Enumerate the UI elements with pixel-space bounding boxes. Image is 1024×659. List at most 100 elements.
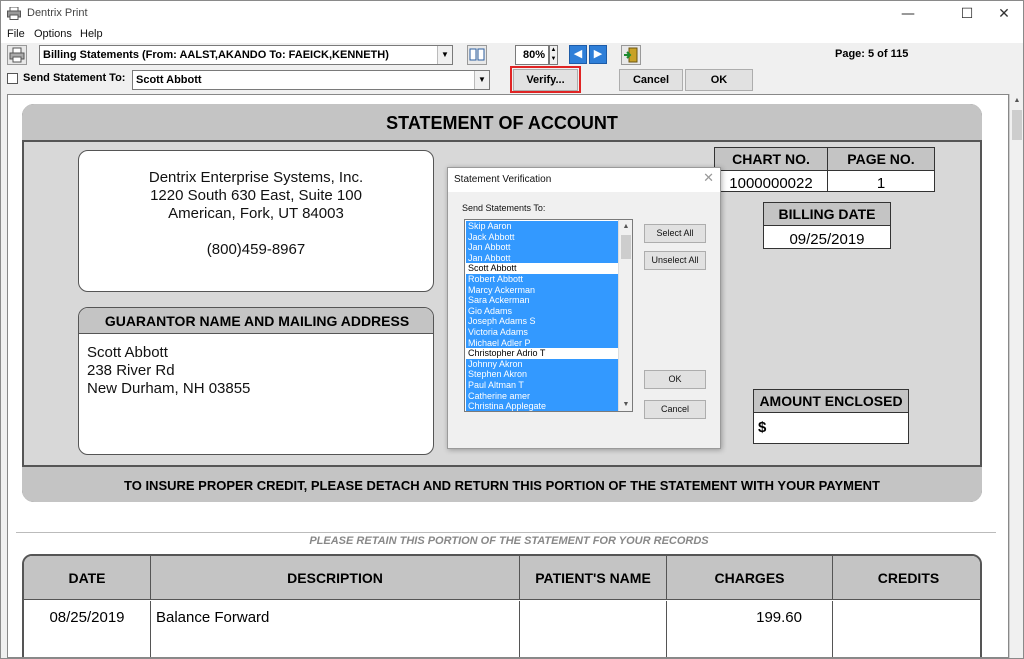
- guarantor-name: Scott Abbott: [87, 344, 168, 361]
- previous-page-button[interactable]: ◀: [569, 45, 587, 64]
- company-city: American, Fork, UT 84003: [168, 205, 344, 222]
- exit-button[interactable]: [621, 45, 641, 65]
- view-pages-button[interactable]: [467, 45, 487, 65]
- next-page-button[interactable]: ▶: [589, 45, 607, 64]
- select-all-button[interactable]: Select All: [644, 224, 706, 243]
- send-statement-select[interactable]: Scott Abbott ▼: [132, 70, 490, 90]
- recipient-list-item[interactable]: Marcy Ackerman: [466, 284, 618, 296]
- verify-highlight: [510, 66, 581, 93]
- company-name: Dentrix Enterprise Systems, Inc.: [148, 169, 364, 186]
- recipient-list-item[interactable]: Paul Altman T: [466, 380, 618, 391]
- detach-notice: TO INSURE PROPER CREDIT, PLEASE DETACH A…: [22, 465, 982, 502]
- exit-door-icon: [624, 47, 638, 63]
- amount-enclosed-value: $: [753, 412, 909, 444]
- chevron-down-icon[interactable]: ▼: [474, 71, 489, 89]
- report-select-value: Billing Statements (From: AALST,AKANDO T…: [43, 49, 389, 61]
- statement-title: STATEMENT OF ACCOUNT: [22, 104, 982, 142]
- company-street: 1220 South 630 East, Suite 100: [150, 187, 362, 204]
- row-description: Balance Forward: [151, 601, 520, 657]
- guarantor-city: New Durham, NH 03855: [87, 380, 251, 397]
- send-statement-label: Send Statement To:: [23, 72, 126, 84]
- billing-date-value: 09/25/2019: [763, 225, 891, 249]
- cancel-button[interactable]: Cancel: [619, 69, 683, 91]
- separator-line: [16, 532, 996, 533]
- verify-button[interactable]: Verify...: [513, 69, 578, 91]
- printer-icon: [9, 47, 25, 63]
- recipient-list-item[interactable]: Victoria Adams: [466, 327, 618, 338]
- col-description: DESCRIPTION: [151, 556, 520, 600]
- zoom-field[interactable]: 80%: [515, 45, 549, 65]
- close-icon[interactable]: ✕: [703, 171, 714, 186]
- guarantor-address: Scott Abbott 238 River Rd New Durham, NH…: [87, 344, 250, 398]
- unselect-all-button[interactable]: Unselect All: [644, 251, 706, 270]
- recipient-list-item[interactable]: Catherine amer: [466, 390, 618, 402]
- recipient-list-item[interactable]: Jan Abbott: [466, 252, 618, 264]
- col-date: DATE: [24, 556, 151, 600]
- zoom-spinner[interactable]: ▲ ▼: [549, 45, 558, 65]
- send-statements-to-label: Send Statements To:: [462, 203, 546, 213]
- menu-options[interactable]: Options: [34, 28, 72, 40]
- page-no-label: PAGE NO.: [827, 147, 935, 171]
- recipient-list-item[interactable]: Michael Adler P: [466, 337, 618, 349]
- recipient-list-item[interactable]: Johnny Akron: [466, 358, 618, 370]
- recipient-list-item[interactable]: Skip Aaron: [466, 221, 618, 232]
- scroll-down-icon[interactable]: ▼: [622, 401, 630, 408]
- recipient-list-item[interactable]: Stephen Akron: [466, 369, 618, 380]
- spin-down-icon[interactable]: ▼: [550, 56, 557, 62]
- company-phone: (800)459-8967: [206, 241, 306, 258]
- guarantor-box: GUARANTOR NAME AND MAILING ADDRESS Scott…: [78, 307, 434, 455]
- menu-file[interactable]: File: [7, 28, 25, 40]
- row-date: 08/25/2019: [24, 601, 151, 657]
- print-setup-button[interactable]: [7, 45, 27, 65]
- title-bar: Dentrix Print — ☐ ✕: [1, 1, 1023, 27]
- zoom-value: 80%: [522, 49, 545, 61]
- guarantor-street: 238 River Rd: [87, 362, 175, 379]
- transactions-table: DATE DESCRIPTION PATIENT'S NAME CHARGES …: [22, 554, 982, 657]
- guarantor-label: GUARANTOR NAME AND MAILING ADDRESS: [79, 308, 433, 334]
- window-title: Dentrix Print: [27, 7, 88, 19]
- recipient-list-item[interactable]: Scott Abbott: [466, 263, 618, 274]
- book-icon: [469, 48, 485, 61]
- scroll-thumb[interactable]: [621, 235, 631, 259]
- row-charges: 199.60: [667, 601, 833, 657]
- col-credits: CREDITS: [833, 556, 980, 600]
- report-select[interactable]: Billing Statements (From: AALST,AKANDO T…: [39, 45, 453, 65]
- recipient-list-item[interactable]: Gio Adams: [466, 305, 618, 317]
- row-credits: [833, 601, 980, 657]
- recipient-list-item[interactable]: Robert Abbott: [466, 274, 618, 285]
- preview-scrollbar[interactable]: ▲: [1009, 94, 1023, 658]
- col-charges: CHARGES: [667, 556, 833, 600]
- recipient-list-item[interactable]: Jack Abbott: [466, 231, 618, 243]
- scroll-up-icon[interactable]: ▲: [622, 223, 630, 230]
- close-button[interactable]: ✕: [998, 6, 1010, 22]
- dialog-title: Statement Verification: [454, 174, 552, 185]
- recipient-list-item[interactable]: Jan Abbott: [466, 242, 618, 253]
- menu-help[interactable]: Help: [80, 28, 103, 40]
- listbox-scrollbar[interactable]: ▲ ▼: [618, 220, 632, 411]
- col-patient-name: PATIENT'S NAME: [520, 556, 667, 600]
- maximize-button[interactable]: ☐: [960, 6, 974, 22]
- recipient-list-item[interactable]: Sara Ackerman: [466, 295, 618, 306]
- chart-no-value: 1000000022: [714, 170, 828, 192]
- page-no-value: 1: [827, 170, 935, 192]
- dialog-cancel-button[interactable]: Cancel: [644, 400, 706, 419]
- printer-icon: [7, 7, 21, 20]
- retain-notice: PLEASE RETAIN THIS PORTION OF THE STATEM…: [309, 535, 709, 547]
- minimize-button[interactable]: —: [901, 6, 915, 22]
- recipient-list-item[interactable]: Christina Applegate: [466, 401, 618, 411]
- dialog-title-bar: Statement Verification ✕: [448, 168, 720, 192]
- dialog-ok-button[interactable]: OK: [644, 370, 706, 389]
- recipient-list-item[interactable]: Christopher Adrio T: [466, 348, 618, 359]
- recipient-list-item[interactable]: Joseph Adams S: [466, 316, 618, 327]
- scroll-up-icon[interactable]: ▲: [1013, 97, 1021, 104]
- send-statement-value: Scott Abbott: [136, 74, 202, 86]
- ok-button[interactable]: OK: [685, 69, 753, 91]
- chevron-down-icon[interactable]: ▼: [437, 46, 452, 64]
- billing-date-label: BILLING DATE: [763, 202, 891, 226]
- company-address-box: Dentrix Enterprise Systems, Inc. 1220 So…: [78, 150, 434, 292]
- recipients-listbox[interactable]: Skip Aaron Jack Abbott Jan Abbott Jan Abbot…: [464, 219, 633, 412]
- send-statement-checkbox[interactable]: [7, 73, 18, 84]
- scroll-thumb[interactable]: [1012, 110, 1022, 140]
- spin-up-icon[interactable]: ▲: [550, 47, 557, 53]
